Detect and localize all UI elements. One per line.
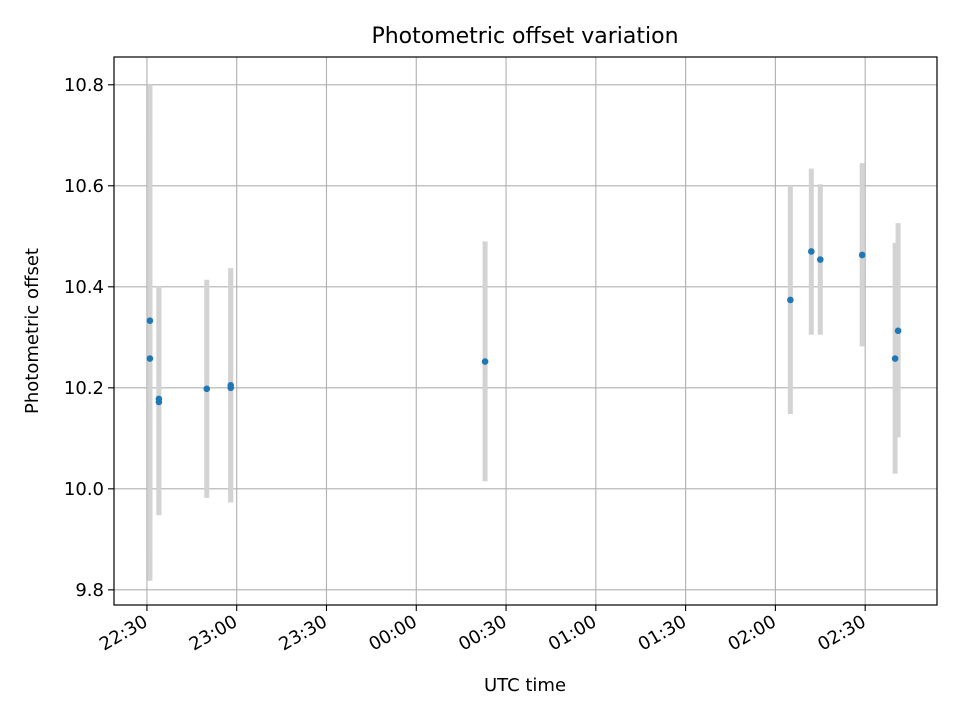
data-point (146, 355, 154, 362)
data-point (816, 256, 824, 263)
y-tick-label: 10.4 (64, 277, 104, 298)
data-point (894, 327, 902, 335)
data-point (787, 296, 794, 304)
data-point (481, 358, 489, 365)
data-point (203, 385, 211, 393)
data-point (858, 251, 866, 259)
grid (114, 57, 937, 605)
data-point (146, 317, 154, 324)
y-tick-label: 10.6 (64, 176, 104, 197)
chart-title: Photometric offset variation (371, 24, 678, 49)
y-tick-label: 10.8 (64, 75, 104, 96)
data-point (155, 398, 163, 406)
y-tick-label: 10.0 (64, 479, 104, 500)
data-point (891, 355, 899, 362)
data-point (227, 384, 235, 392)
y-axis-ticks: 9.8 10.0 10.2 10.4 10.6 10.8 (64, 75, 114, 601)
y-tick-label: 9.8 (75, 580, 104, 601)
data-points (146, 248, 902, 406)
y-tick-label: 10.2 (64, 378, 104, 399)
x-axis-label: UTC time (484, 675, 566, 696)
plot-area-frame (113, 56, 938, 606)
y-axis-label: Photometric offset (22, 248, 43, 414)
data-point (808, 248, 815, 255)
